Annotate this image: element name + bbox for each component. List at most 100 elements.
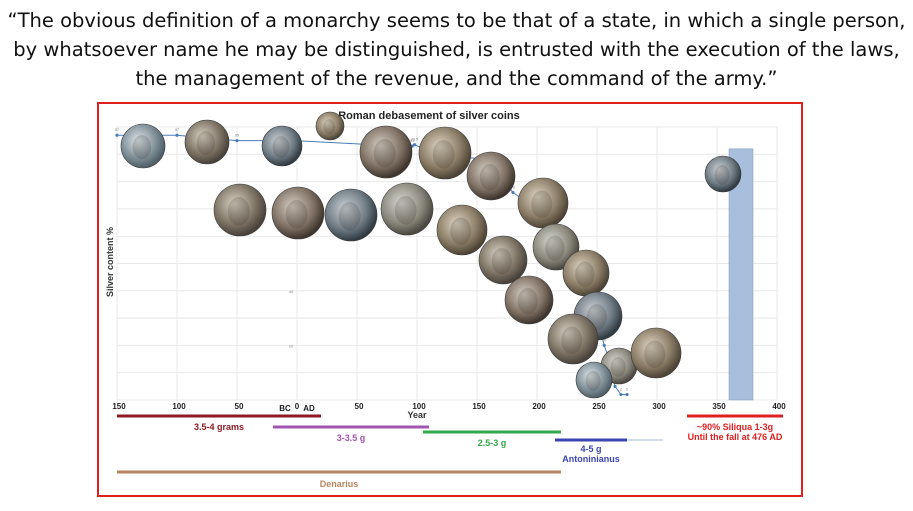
coin-images: [120, 111, 742, 399]
x-tick-label: 150: [112, 402, 126, 411]
coin-image: [271, 186, 325, 240]
siliqua-bar: [728, 148, 754, 401]
coin-disc: [324, 188, 378, 242]
chart-title: Roman debasement of silver coins: [338, 110, 520, 122]
coin-weight-range-label: Antoninianus: [562, 454, 620, 464]
coin-image: [630, 327, 682, 379]
coin-disc: [466, 151, 516, 201]
coin-portrait: [610, 357, 626, 377]
coin-disc: [261, 125, 303, 167]
quote-text: “The obvious definition of a monarchy se…: [0, 6, 913, 93]
data-point-label: 20: [602, 338, 606, 342]
coin-image: [120, 123, 166, 169]
coin-portrait: [491, 248, 512, 275]
coin-portrait: [644, 340, 666, 368]
coin-portrait: [575, 261, 595, 287]
x-tick-label: 50: [355, 402, 364, 411]
coin-disc: [478, 235, 528, 285]
data-point: [235, 139, 239, 143]
coin-weight-range-label: Until the fall at 476 AD: [688, 432, 783, 442]
coin-disc: [380, 182, 434, 236]
data-point-label: 95: [235, 134, 239, 138]
y-axis-label: Silver content %: [105, 227, 115, 297]
coin-image: [575, 361, 613, 399]
chart-frame: [97, 102, 803, 497]
coin-portrait: [338, 202, 361, 231]
coin-image: [517, 177, 569, 229]
data-point-label: 97: [115, 128, 119, 132]
x-tick-label: 200: [532, 402, 546, 411]
x-tick-label: 350: [712, 402, 726, 411]
x-tick-label: 150: [472, 402, 486, 411]
x-tick-label: 400: [772, 402, 786, 411]
era-label-ad: AD: [303, 404, 315, 413]
coin-image: [478, 235, 528, 285]
x-tick-label: 100: [172, 402, 186, 411]
coin-weight-range-label: 3-3.5 g: [337, 433, 366, 443]
data-point: [115, 133, 119, 137]
coin-image: [562, 249, 610, 297]
coin-image: [184, 119, 230, 165]
data-point-label: 97: [175, 128, 179, 132]
coin-portrait: [545, 235, 565, 261]
coin-portrait: [323, 119, 336, 135]
data-point-label: 93: [410, 139, 414, 143]
coin-portrait: [285, 200, 308, 229]
data-point: [602, 343, 606, 347]
x-tick-label: 50: [235, 402, 244, 411]
data-point: [511, 190, 515, 195]
coin-portrait: [561, 326, 583, 354]
axis-ticks: 15010050050100150200250300350400204060: [112, 234, 786, 411]
data-point-label: 2: [620, 388, 622, 392]
x-tick-label: 300: [652, 402, 666, 411]
coin-disc: [418, 126, 472, 180]
coin-image: [380, 182, 434, 236]
siliqua-bar-layer: [728, 148, 754, 401]
coin-disc: [532, 223, 580, 271]
coin-disc: [704, 155, 742, 193]
coin-image: [547, 313, 599, 365]
coin-weight-range-label: ~90% Siliqua 1-3g: [697, 422, 773, 432]
coin-portrait: [479, 164, 500, 191]
coin-portrait: [196, 131, 216, 156]
data-point: [619, 392, 623, 397]
coin-disc: [184, 119, 230, 165]
coin-disc: [359, 125, 413, 179]
coin-image: [466, 151, 516, 201]
data-point: [613, 384, 617, 388]
coin-weight-range-label: 2.5-3 g: [478, 438, 507, 448]
coin-portrait: [585, 371, 601, 391]
y-tick-label: 20: [289, 343, 294, 348]
coin-portrait: [227, 197, 250, 226]
coin-weight-range-label: Denarius: [320, 479, 359, 489]
coin-portrait: [714, 165, 730, 185]
coin-image: [504, 275, 554, 325]
coin-image: [315, 111, 345, 141]
coin-disc: [213, 183, 267, 237]
coin-weight-range-label: 3.5-4 grams: [194, 422, 244, 432]
era-label-bc: BC: [279, 404, 291, 413]
x-tick-label: 0: [295, 402, 300, 411]
data-point: [413, 143, 417, 147]
coin-portrait: [450, 217, 472, 245]
coin-image: [418, 126, 472, 180]
coin-image: [704, 155, 742, 193]
coin-image: [324, 188, 378, 242]
coin-image: [532, 223, 580, 271]
data-point-label: 93.5: [411, 138, 418, 142]
quote-line-2: by whatsoever name he may be distinguish…: [13, 38, 900, 61]
data-point: [175, 133, 179, 137]
coin-disc: [271, 186, 325, 240]
coin-disc: [575, 361, 613, 399]
coin-portrait: [394, 196, 417, 225]
coin-image: [359, 125, 413, 179]
data-point-label: 2: [626, 388, 628, 392]
coin-disc: [547, 313, 599, 365]
coin-weight-ranges: 3.5-4 grams 3-3.5 g 2.5-3 g 4-5 gAntoninian…: [117, 414, 783, 489]
x-tick-label: 100: [412, 402, 426, 411]
coin-disc: [315, 111, 345, 141]
coin-portrait: [517, 288, 538, 315]
coin-image: [261, 125, 303, 167]
coin-portrait: [373, 139, 396, 168]
coin-portrait: [432, 140, 455, 169]
